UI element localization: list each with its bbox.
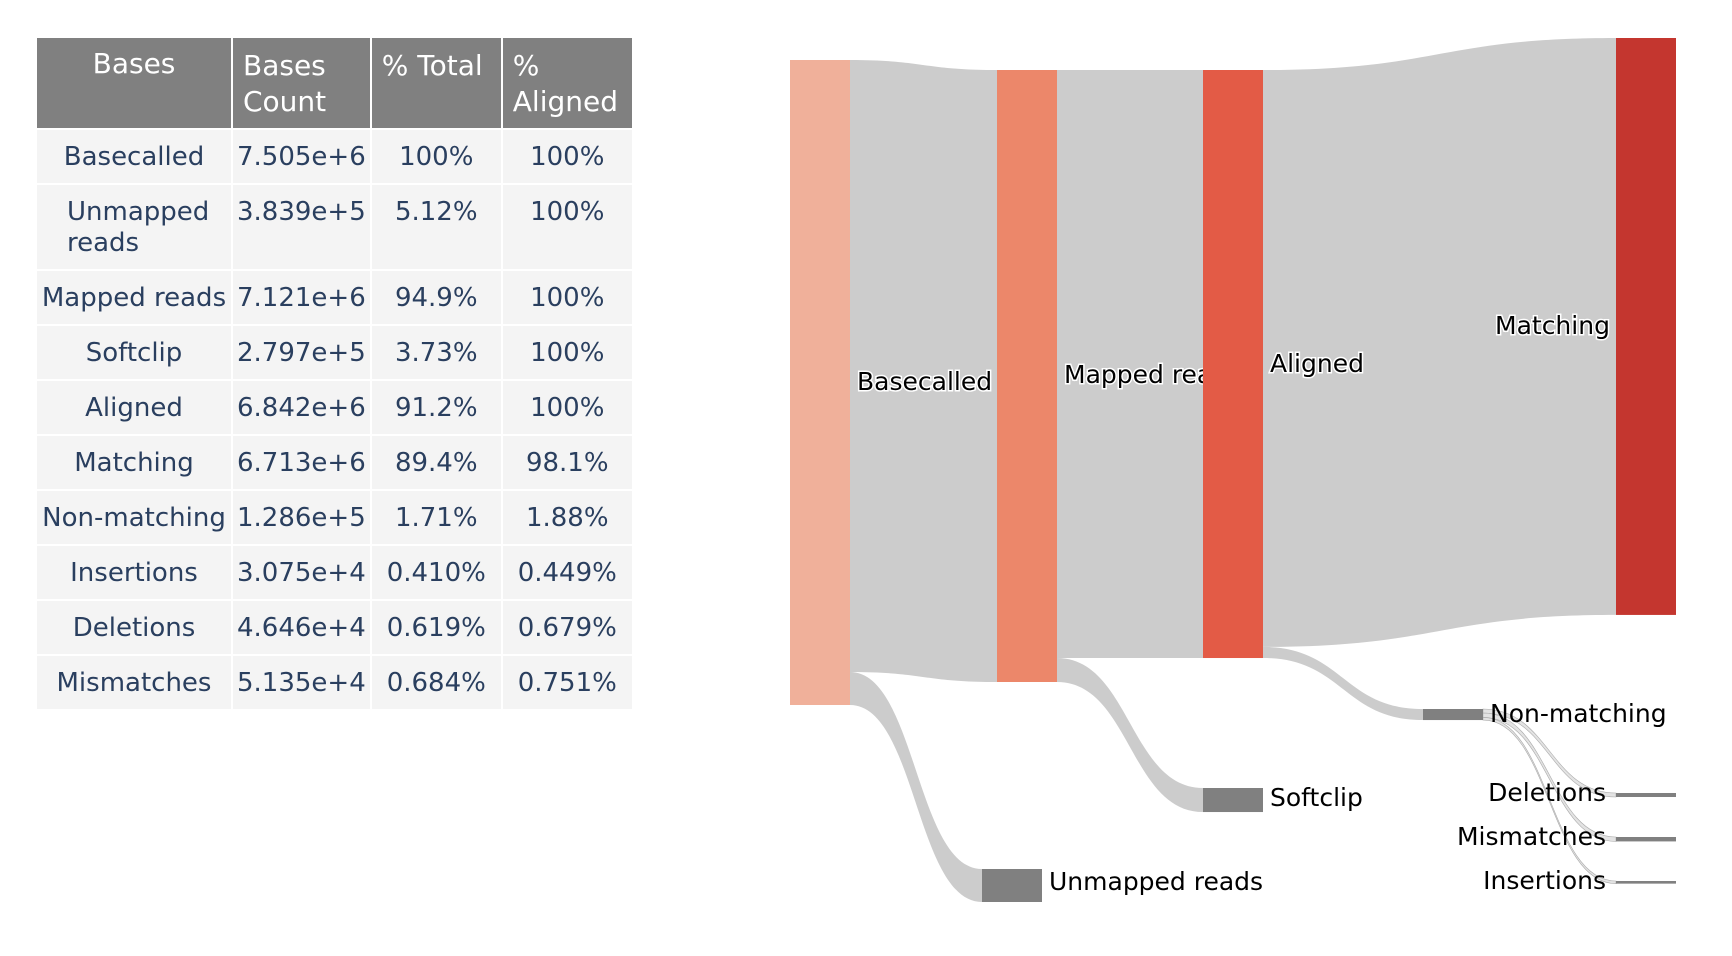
sankey-nodes <box>790 38 1676 902</box>
sankey-link-basecalled-unmapped <box>850 671 982 902</box>
table-row: Insertions 3.075e+4 0.410% 0.449% <box>37 546 634 601</box>
sankey-label-matching: Matching <box>1495 311 1610 340</box>
table-cell: 3.075e+4 <box>233 546 372 601</box>
table-row-label: Non-matching <box>37 491 233 546</box>
table-row: Basecalled 7.505e+6 100% 100% <box>37 130 634 185</box>
table-row: Matching 6.713e+6 89.4% 98.1% <box>37 436 634 491</box>
table-cell: 4.646e+4 <box>233 601 372 656</box>
table-row-label: Unmapped reads <box>37 185 233 271</box>
table-cell: 1.88% <box>502 491 634 546</box>
sankey-label-nonmatching: Non-matching <box>1490 699 1667 728</box>
table-header-row: Bases Bases Count % Total % Aligned <box>37 38 634 130</box>
sankey-node-nonmatching <box>1423 709 1483 721</box>
table-cell: 0.619% <box>371 601 503 656</box>
table-row-label: Matching <box>37 436 233 491</box>
table-cell: 100% <box>502 381 634 436</box>
table-header-cell: Bases <box>37 38 233 130</box>
sankey-node-mapped <box>997 70 1057 682</box>
table-row: Mapped reads 7.121e+6 94.9% 100% <box>37 271 634 326</box>
sankey-label-unmapped: Unmapped reads <box>1049 867 1263 896</box>
table-row-label: Mismatches <box>37 656 233 711</box>
sankey-label-deletions: Deletions <box>1488 778 1606 807</box>
table-cell: 100% <box>371 130 503 185</box>
table-cell: 3.73% <box>371 326 503 381</box>
sankey-link-aligned-nonmatching <box>1263 646 1423 721</box>
table-cell: 94.9% <box>371 271 503 326</box>
table-cell: 1.286e+5 <box>233 491 372 546</box>
sankey-label-softclip: Softclip <box>1270 783 1363 812</box>
sankey-node-softclip <box>1203 788 1263 813</box>
table-row-label: Deletions <box>37 601 233 656</box>
table-header-cell: % Total <box>371 38 503 130</box>
table-cell: 100% <box>502 326 634 381</box>
table-cell: 0.449% <box>502 546 634 601</box>
table-row-label: Mapped reads <box>37 271 233 326</box>
sankey-node-basecalled <box>790 60 850 705</box>
bases-table: Bases Bases Count % Total % Aligned Base… <box>37 38 634 711</box>
table-cell: 100% <box>502 185 634 271</box>
table-cell: 0.684% <box>371 656 503 711</box>
sankey-link-basecalled-mapped <box>850 60 997 682</box>
sankey-link-nonmatching-insertions <box>1482 717 1617 884</box>
table-row: Aligned 6.842e+6 91.2% 100% <box>37 381 634 436</box>
table-cell: 89.4% <box>371 436 503 491</box>
table-header-cell: % Aligned <box>502 38 634 130</box>
table-header-cell: Bases Count <box>233 38 372 130</box>
sankey-label-mismatches: Mismatches <box>1457 822 1606 851</box>
table-cell: 0.410% <box>371 546 503 601</box>
table-cell: 2.797e+5 <box>233 326 372 381</box>
table-cell: 100% <box>502 271 634 326</box>
sankey-node-matching <box>1616 38 1676 615</box>
table-row: Unmapped reads 3.839e+5 5.12% 100% <box>37 185 634 271</box>
table-cell: 7.121e+6 <box>233 271 372 326</box>
table-cell: 1.71% <box>371 491 503 546</box>
table-cell: 5.12% <box>371 185 503 271</box>
sankey-links <box>850 38 1617 902</box>
table-row: Non-matching 1.286e+5 1.71% 1.88% <box>37 491 634 546</box>
sankey-node-insertions <box>1616 881 1676 884</box>
sankey-link-aligned-matching <box>1263 38 1616 647</box>
sankey-node-aligned <box>1203 70 1263 659</box>
sankey-label-aligned: Aligned <box>1270 349 1364 378</box>
table-row-label: Softclip <box>37 326 233 381</box>
table-row-label: Basecalled <box>37 130 233 185</box>
table-row-label: Insertions <box>37 546 233 601</box>
sankey-link-mapped-softclip <box>1057 658 1203 813</box>
table-cell: 6.713e+6 <box>233 436 372 491</box>
sankey-link-nonmatching-deletions <box>1482 708 1617 798</box>
sankey-label-insertions: Insertions <box>1483 866 1606 895</box>
table-cell: 98.1% <box>502 436 634 491</box>
sankey-label-basecalled: Basecalled <box>857 367 992 396</box>
table-cell: 100% <box>502 130 634 185</box>
table-cell: 6.842e+6 <box>233 381 372 436</box>
sankey-labels: Basecalled Mapped reads Aligned Matching Unm… <box>856 310 1667 897</box>
table-row: Deletions 4.646e+4 0.619% 0.679% <box>37 601 634 656</box>
sankey-link-mapped-aligned <box>1057 70 1203 659</box>
table-cell: 0.679% <box>502 601 634 656</box>
table-cell: 5.135e+4 <box>233 656 372 711</box>
sankey-node-mismatches <box>1616 837 1676 842</box>
table-row-label: Aligned <box>37 381 233 436</box>
sankey-node-deletions <box>1616 793 1676 797</box>
table-row: Mismatches 5.135e+4 0.684% 0.751% <box>37 656 634 711</box>
table-cell: 91.2% <box>371 381 503 436</box>
table-cell: 3.839e+5 <box>233 185 372 271</box>
sankey-label-mapped: Mapped reads <box>1064 360 1241 389</box>
table-row: Softclip 2.797e+5 3.73% 100% <box>37 326 634 381</box>
table-cell: 7.505e+6 <box>233 130 372 185</box>
sankey-node-unmapped <box>982 869 1042 902</box>
table-cell: 0.751% <box>502 656 634 711</box>
